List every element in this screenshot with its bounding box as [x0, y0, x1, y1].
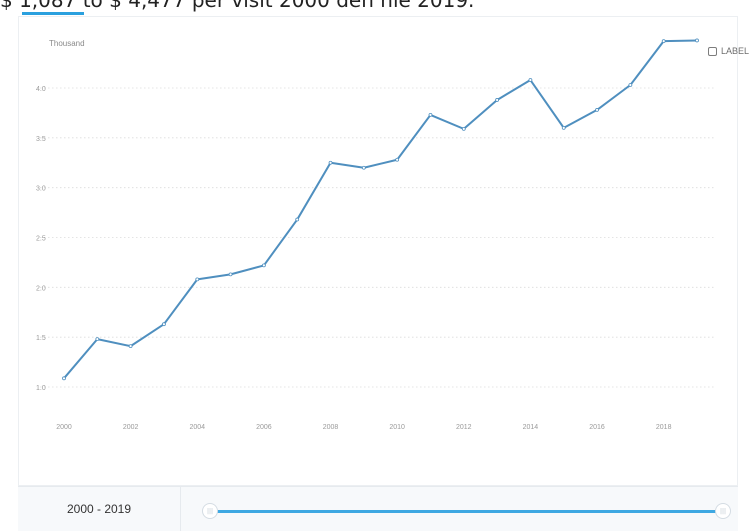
x-tick-label: 2000	[56, 424, 72, 431]
range-slider-start-handle[interactable]: |||	[202, 503, 218, 519]
x-tick-label: 2012	[456, 424, 472, 431]
series-line	[63, 39, 698, 380]
data-point	[561, 125, 566, 130]
page-caption: $ 1,087 to $ 4,477 per visit 2000 den ni…	[0, 0, 475, 12]
y-tick-label: 4.0	[36, 86, 46, 93]
data-point	[228, 272, 233, 277]
line-chart: 1.0 1.5 2.0 2.5 3.0 3.5 4.0 2000 2002 2004 2006 200…	[36, 38, 716, 431]
data-point	[461, 126, 466, 131]
x-tick-label: 2014	[523, 424, 539, 431]
x-tick-label: 2008	[323, 424, 339, 431]
y-tick-label: 3.0	[36, 186, 46, 193]
y-tick-label: 1.5	[36, 335, 46, 342]
y-unit-label: Thousand	[49, 39, 85, 48]
data-point	[62, 376, 66, 381]
range-slider-end-handle[interactable]: |||	[715, 503, 731, 519]
label-toggle-text: LABEL	[721, 46, 750, 56]
y-tick-label: 1.0	[36, 385, 46, 392]
label-toggle[interactable]: LABEL	[708, 46, 749, 56]
data-point	[428, 113, 433, 117]
data-point	[95, 337, 100, 342]
y-tick-label: 2.0	[36, 285, 46, 292]
data-point	[395, 157, 400, 162]
x-tick-label: 2016	[589, 424, 605, 431]
range-footer: 2000 - 2019 ||| |||	[18, 486, 738, 531]
data-point	[528, 78, 533, 82]
data-point	[361, 165, 366, 170]
x-tick-label: 2006	[256, 424, 272, 431]
active-tab-indicator	[22, 12, 84, 15]
range-label: 2000 - 2019	[18, 487, 181, 531]
label-checkbox[interactable]	[708, 46, 717, 56]
data-point	[695, 38, 699, 43]
data-point	[162, 322, 166, 327]
x-tick-label: 2004	[189, 424, 205, 431]
range-slider-track[interactable]	[210, 510, 724, 513]
data-point	[195, 277, 200, 282]
x-tick-label: 2002	[123, 424, 139, 431]
x-tick-label: 2010	[389, 424, 405, 431]
data-point	[495, 98, 500, 102]
data-point	[261, 263, 266, 268]
data-point	[328, 160, 333, 165]
data-point	[628, 83, 633, 87]
data-point	[661, 39, 666, 44]
x-tick-label: 2018	[656, 424, 672, 431]
data-point	[295, 217, 300, 222]
data-point	[595, 108, 599, 112]
y-tick-label: 2.5	[36, 236, 46, 243]
y-tick-label: 3.5	[36, 136, 46, 143]
data-point	[128, 344, 133, 349]
